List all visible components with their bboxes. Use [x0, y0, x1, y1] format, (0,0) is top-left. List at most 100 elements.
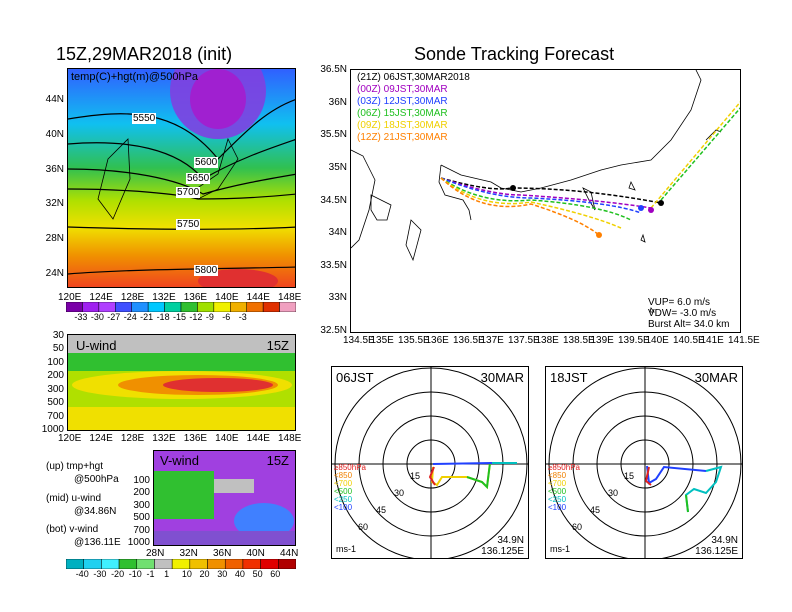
axis-tick-label: 35.5N	[320, 129, 347, 141]
axis-tick-label: 137.5E	[508, 335, 540, 346]
axis-tick-label: 34.5N	[320, 194, 347, 206]
param-vup: VUP= 6.0 m/s	[648, 297, 710, 308]
note-bot-line1: (bot) v-wind	[46, 524, 99, 535]
hodo-right-lon: 136.125E	[695, 546, 738, 557]
colorbar-label: -21	[140, 312, 154, 322]
colorbar-label: -20	[111, 569, 125, 579]
contour-label: 5550	[132, 113, 157, 124]
hodograph-right-graphic	[546, 367, 742, 558]
axis-tick-label: 135E	[370, 335, 394, 346]
hodo-level-entry: <250	[334, 495, 353, 504]
axis-tick-label: 300	[47, 383, 64, 395]
axis-tick-label: 40N	[246, 548, 265, 559]
track-map-graphic	[351, 70, 740, 313]
contour-label: 5800	[194, 265, 219, 276]
colorbar-label: 20	[199, 569, 210, 579]
axis-tick-label: 132E	[152, 292, 176, 303]
axis-tick-label: 30	[52, 330, 64, 341]
axis-tick-label: 32N	[179, 548, 198, 559]
colorbar-swatch	[180, 302, 198, 312]
axis-tick-label: 200	[133, 487, 150, 499]
axis-tick-label: 40N	[45, 128, 64, 140]
axis-tick-label: 136E	[425, 335, 449, 346]
axis-tick-label: 148E	[278, 292, 302, 303]
note-bot-line2: @136.11E	[74, 537, 121, 548]
contour-label: 5700	[176, 187, 201, 198]
colorbar-label: 30	[217, 569, 228, 579]
colorbar-swatch	[154, 559, 173, 569]
axis-tick-label: 124E	[89, 292, 113, 303]
axis-tick-label: 134.5E	[343, 335, 375, 346]
axis-tick-label: 35N	[328, 161, 347, 173]
axis-tick-label: 32N	[45, 198, 64, 210]
vwind-time: 15Z	[266, 453, 289, 468]
hodo-left-date: 30MAR	[480, 370, 524, 385]
colorbar-swatch	[164, 302, 182, 312]
axis-tick-label: 36N	[45, 163, 64, 175]
axis-tick-label: 28N	[146, 548, 165, 559]
axis-tick-label: 120E	[58, 292, 82, 303]
colorbar-swatch	[66, 302, 83, 312]
axis-tick-label: 33.5N	[320, 259, 347, 271]
axis-tick-label: 144E	[246, 433, 270, 444]
axis-tick-label: 138E	[535, 335, 559, 346]
temp-colorbar	[66, 302, 296, 312]
ring-label: 30	[394, 488, 405, 498]
colorbar-label: -10	[128, 569, 142, 579]
colorbar-label: -18	[156, 312, 170, 322]
axis-tick-label: 128E	[120, 292, 145, 303]
temp-height-map: temp(C)+hgt(m)@500hPa 5550 5600 5650 570…	[67, 68, 296, 288]
colorbar-swatch	[115, 302, 132, 312]
colorbar-swatch	[147, 302, 165, 312]
colorbar-label: -3	[238, 312, 247, 322]
axis-tick-label: 136E	[183, 433, 208, 444]
axis-tick-label: 140E	[215, 292, 239, 303]
colorbar-label: 10	[181, 569, 192, 579]
colorbar-swatch	[207, 559, 226, 569]
axis-tick-label: 139E	[590, 335, 614, 346]
hodo-level-entry: <850	[548, 471, 567, 480]
vwind-graphic	[154, 451, 295, 545]
colorbar-label: -6	[222, 312, 231, 322]
hodo-level-entry: <700	[334, 479, 353, 488]
colorbar-swatch	[213, 302, 231, 312]
hodo-right-time: 18JST	[550, 370, 588, 385]
vwind-label: V-wind	[160, 453, 200, 468]
colorbar-label: -40	[75, 569, 89, 579]
ring-label: 45	[376, 505, 387, 515]
axis-tick-label: 50	[52, 343, 64, 355]
axis-tick-label: 500	[133, 512, 150, 524]
track-legend-entry: (06Z) 15JST,30MAR	[357, 108, 448, 119]
colorbar-swatch	[230, 302, 247, 312]
axis-tick-label: 36N	[328, 96, 347, 108]
contour-label: 5750	[176, 219, 201, 230]
hodo-right-date: 30MAR	[694, 370, 738, 385]
uwind-panel: U-wind 15Z	[67, 334, 296, 431]
ring-label: 60	[572, 522, 583, 532]
axis-tick-label: 128E	[120, 433, 145, 444]
colorbar-swatch	[224, 559, 244, 569]
colorbar-label: -30	[90, 312, 104, 322]
axis-tick-label: 24N	[45, 268, 64, 279]
axis-tick-label: 32.5N	[320, 325, 347, 336]
axis-tick-label: 138.5E	[563, 335, 595, 346]
contour-label: 5600	[194, 157, 219, 168]
colorbar-label: -27	[107, 312, 121, 322]
track-legend-entry: (21Z) 06JST,30MAR2018	[357, 72, 470, 83]
hodo-level-entry: <500	[548, 487, 567, 496]
colorbar-swatch	[260, 559, 279, 569]
axis-tick-label: 132E	[152, 433, 176, 444]
axis-tick-label: 136E	[183, 292, 208, 303]
colorbar-label: -33	[74, 312, 88, 322]
note-mid-line1: (mid) u-wind	[46, 493, 102, 504]
axis-tick-label: 144E	[246, 292, 270, 303]
param-vdw: VDW= -3.0 m/s	[648, 308, 717, 319]
axis-tick-label: 120E	[58, 433, 82, 444]
colorbar-swatch	[197, 302, 215, 312]
axis-tick-label: 1000	[41, 424, 64, 435]
colorbar-label: 1	[164, 569, 170, 579]
hodo-left-time: 06JST	[336, 370, 374, 385]
uwind-label: U-wind	[76, 338, 117, 353]
hodo-level-entry: ≥850hPa	[548, 463, 580, 472]
axis-tick-label: 141.5E	[728, 335, 760, 346]
